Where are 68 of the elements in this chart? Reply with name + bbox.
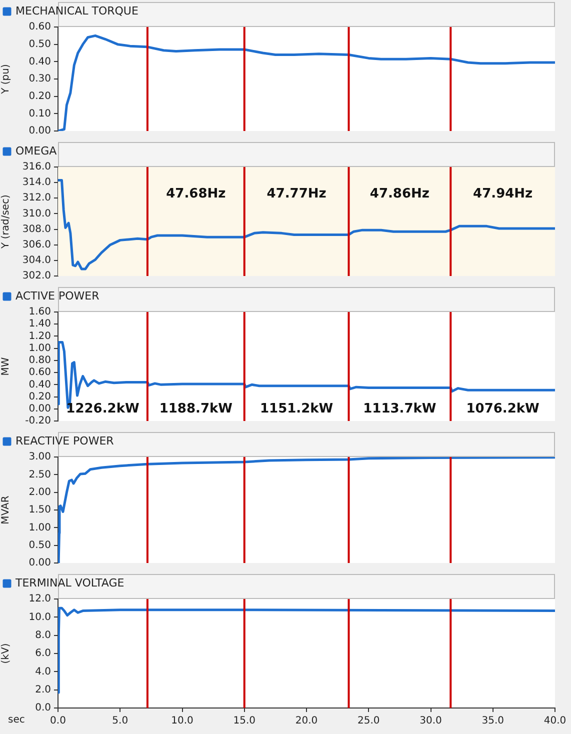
annotation: 47.94Hz xyxy=(473,186,533,202)
y-tick-label: 1.20 xyxy=(28,330,51,342)
y-axis-title: Y (pu) xyxy=(0,64,12,95)
y-tick-label: 4.0 xyxy=(35,666,51,678)
y-tick-label: 1.50 xyxy=(28,504,51,516)
y-axis-title: MVAR xyxy=(0,496,12,524)
y-tick-label: 2.0 xyxy=(35,684,51,696)
y-tick-label: 0.80 xyxy=(28,355,51,366)
legend-label: ACTIVE POWER xyxy=(16,289,100,302)
x-tick-label: 35.0 xyxy=(482,716,504,727)
x-tick-label: 25.0 xyxy=(357,716,380,727)
x-tick-label: 15.0 xyxy=(233,716,256,727)
y-tick-label: 1.60 xyxy=(28,306,51,318)
y-tick-label: 0.00 xyxy=(28,126,51,137)
y-tick-label: 0.20 xyxy=(28,391,51,402)
y-tick-label: 1.00 xyxy=(28,342,51,354)
y-tick-label: 0.30 xyxy=(28,74,51,85)
y-tick-label: 310.0 xyxy=(22,208,51,220)
annotation: 47.86Hz xyxy=(370,186,430,202)
y-tick-label: 6.0 xyxy=(35,648,51,660)
annotation: 1188.7kW xyxy=(159,401,232,416)
y-tick-label: 0.40 xyxy=(28,379,51,390)
y-tick-label: 0.40 xyxy=(28,56,51,68)
y-axis-title: (kV) xyxy=(0,643,12,664)
y-tick-label: 3.00 xyxy=(28,452,51,463)
y-tick-label: 308.0 xyxy=(22,224,51,235)
x-tick-label: 20.0 xyxy=(295,716,318,727)
y-tick-label: 316.0 xyxy=(22,162,51,173)
annotation: 47.77Hz xyxy=(266,186,326,202)
y-tick-label: 314.0 xyxy=(22,177,51,188)
y-tick-label: 0.50 xyxy=(28,38,51,50)
y-tick-label: 0.50 xyxy=(28,540,51,551)
y-tick-label: 304.0 xyxy=(22,255,51,266)
y-tick-label: 0.00 xyxy=(28,403,51,414)
annotation: 47.68Hz xyxy=(166,186,226,202)
y-tick-label: 1.00 xyxy=(28,522,51,534)
y-tick-label: 2.00 xyxy=(28,486,51,498)
y-tick-label: 0.20 xyxy=(28,90,51,102)
x-tick-label: 10.0 xyxy=(171,716,194,727)
y-tick-label: 0.0 xyxy=(35,702,51,714)
x-axis-title: sec xyxy=(8,714,25,726)
annotation: 1226.2kW xyxy=(66,401,140,416)
annotation: 1151.2kW xyxy=(260,401,334,416)
x-tick-label: 0.0 xyxy=(50,716,66,727)
annotation: 1113.7kW xyxy=(363,401,436,416)
y-tick-label: 8.0 xyxy=(35,630,51,641)
annotation: 1076.2kW xyxy=(466,401,540,416)
y-tick-label: 0.60 xyxy=(28,367,51,378)
y-tick-label: 2.50 xyxy=(28,469,51,480)
legend-label: REACTIVE POWER xyxy=(16,434,114,448)
y-tick-label: 0.60 xyxy=(28,22,51,33)
y-tick-label: 1.40 xyxy=(28,318,51,330)
y-axis-title: Y (rad/sec) xyxy=(0,194,12,250)
legend-label: MECHANICAL TORQUE xyxy=(16,4,138,18)
y-tick-label: 12.0 xyxy=(28,594,51,605)
x-tick-label: 5.0 xyxy=(112,716,128,727)
legend-label: OMEGA xyxy=(16,144,58,158)
x-tick-label: 40.0 xyxy=(544,716,566,727)
y-tick-label: 302.0 xyxy=(22,270,51,282)
y-axis-title: MW xyxy=(0,357,12,376)
y-tick-label: 0.00 xyxy=(28,558,51,569)
y-tick-label: 306.0 xyxy=(22,239,51,250)
y-tick-label: 312.0 xyxy=(22,192,51,204)
y-tick-label: -0.20 xyxy=(25,416,51,427)
x-tick-label: 30.0 xyxy=(420,716,442,727)
y-tick-label: 10.0 xyxy=(28,612,51,623)
y-tick-label: 0.10 xyxy=(28,108,51,120)
legend-label: TERMINAL VOLTAGE xyxy=(14,576,124,590)
